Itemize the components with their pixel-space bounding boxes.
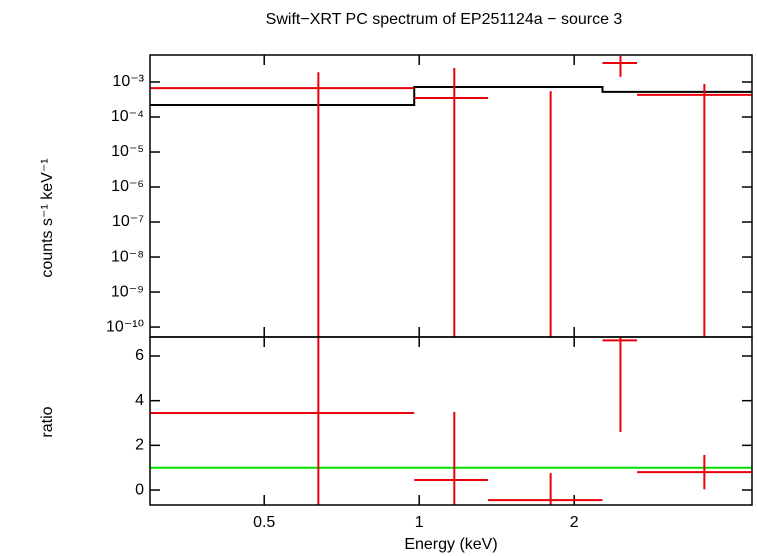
y-tick-label: 10⁻¹⁰ xyxy=(106,318,144,335)
x-axis-label: Energy (keV) xyxy=(404,536,497,553)
model-line xyxy=(150,85,752,107)
x-tick-label: 1 xyxy=(415,514,424,531)
y-tick-label: 10⁻⁷ xyxy=(112,213,144,230)
y-axis-label: ratio xyxy=(39,406,56,437)
y-tick-label: 10⁻⁵ xyxy=(111,143,144,160)
x-tick-label: 0.5 xyxy=(253,514,275,531)
y-tick-label: 10⁻⁹ xyxy=(111,283,144,300)
plot-area xyxy=(150,55,752,337)
y-tick-label: 0 xyxy=(135,481,144,498)
chart-title: Swift−XRT PC spectrum of EP251124a − sou… xyxy=(266,11,623,28)
y-tick-label: 10⁻⁸ xyxy=(111,248,144,265)
plot-area xyxy=(150,337,752,505)
y-tick-label: 6 xyxy=(135,347,144,364)
y-tick-label: 10⁻⁴ xyxy=(111,108,144,125)
y-axis-label: counts s⁻¹ keV⁻¹ xyxy=(39,158,56,277)
plot-frame xyxy=(149,336,753,506)
y-tick-label: 10⁻⁶ xyxy=(111,178,144,195)
y-tick-label: 4 xyxy=(135,392,144,409)
y-tick-label: 10⁻³ xyxy=(112,73,144,90)
y-tick-label: 2 xyxy=(135,437,144,454)
x-tick-label: 2 xyxy=(570,514,579,531)
